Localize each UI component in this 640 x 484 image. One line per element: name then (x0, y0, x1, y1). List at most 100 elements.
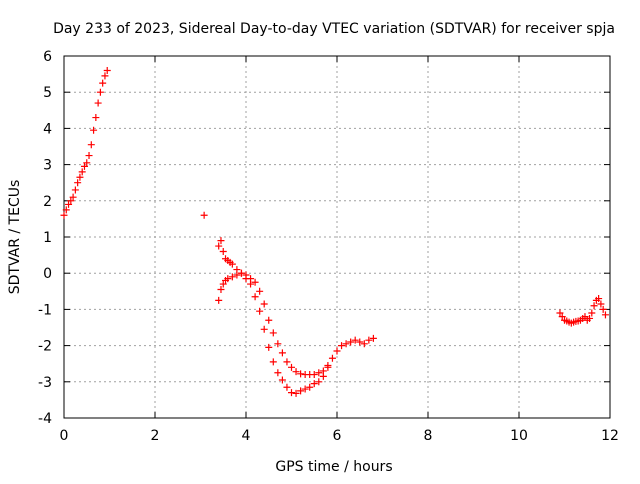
y-tick-label: 4 (43, 121, 52, 137)
data-point (342, 340, 350, 348)
data-point (99, 79, 107, 87)
data-point (333, 347, 341, 355)
data-point (251, 293, 259, 301)
data-point (315, 369, 323, 377)
data-point (96, 88, 104, 96)
data-point (256, 287, 264, 295)
y-tick-label: -2 (38, 339, 52, 355)
data-point (90, 126, 98, 134)
data-point (103, 66, 111, 74)
data-point (265, 316, 273, 324)
y-tick-label: 5 (43, 85, 52, 101)
data-point (292, 368, 300, 376)
data-points (60, 66, 609, 397)
data-point (71, 186, 79, 194)
chart-title: Day 233 of 2023, Sidereal Day-to-day VTE… (53, 21, 615, 37)
x-tick-label: 2 (151, 428, 160, 444)
series-segment (215, 269, 332, 397)
data-point (247, 280, 255, 288)
x-tick-label: 0 (60, 428, 69, 444)
data-point (200, 211, 208, 219)
data-point (69, 193, 77, 201)
series-segment (215, 237, 377, 379)
data-point (278, 376, 286, 384)
data-point (260, 300, 268, 308)
data-point (601, 311, 609, 319)
series-segment (556, 295, 609, 327)
x-tick-label: 10 (510, 428, 528, 444)
data-point (92, 114, 100, 122)
data-point (301, 385, 309, 393)
data-point (338, 342, 346, 350)
data-point (588, 309, 596, 317)
data-point (274, 340, 282, 348)
data-point (347, 338, 355, 346)
data-point (228, 273, 236, 281)
data-point (94, 99, 102, 107)
x-tick-label: 6 (333, 428, 342, 444)
data-point (356, 338, 364, 346)
data-point (297, 370, 305, 378)
data-point (310, 371, 318, 379)
y-axis-label: SDTVAR / TECUs (7, 180, 23, 295)
data-point (260, 325, 268, 333)
data-point (237, 269, 245, 277)
series-segment (60, 66, 111, 219)
data-point (65, 200, 73, 208)
data-point (581, 313, 589, 321)
data-point (595, 295, 603, 303)
data-point (233, 271, 241, 279)
data-point (324, 363, 332, 371)
data-point (265, 343, 273, 351)
data-point (215, 242, 223, 250)
data-point (306, 383, 314, 391)
data-point (217, 237, 225, 245)
x-tick-labels: 0 2 4 6 8 10 12 (60, 428, 619, 444)
data-point (251, 278, 259, 286)
data-point (599, 305, 607, 313)
data-point (78, 168, 86, 176)
data-point (278, 349, 286, 357)
data-point (269, 358, 277, 366)
data-point (217, 285, 225, 293)
data-point (597, 300, 605, 308)
data-point (228, 260, 236, 268)
y-tick-label: -1 (38, 302, 52, 318)
data-point (219, 247, 227, 255)
y-tick-label: -4 (38, 411, 52, 427)
data-point (85, 152, 93, 160)
data-point (76, 173, 84, 181)
axis-ticks (63, 55, 611, 419)
data-point (365, 336, 373, 344)
x-axis-label: GPS time / hours (275, 459, 392, 475)
y-tick-label: 0 (43, 266, 52, 282)
data-point (101, 72, 109, 80)
data-point (310, 380, 318, 388)
data-point (83, 159, 91, 167)
data-point (62, 206, 70, 214)
data-point (269, 329, 277, 337)
data-point (288, 363, 295, 371)
data-point (256, 307, 264, 315)
x-tick-label: 8 (424, 428, 433, 444)
data-point (219, 280, 227, 288)
x-tick-label: 4 (242, 428, 251, 444)
data-point (558, 313, 566, 321)
y-tick-label: 6 (43, 49, 52, 65)
data-point (351, 336, 359, 344)
data-point (315, 378, 323, 386)
data-point (274, 369, 282, 377)
data-point (215, 296, 223, 304)
data-point (80, 162, 88, 170)
data-point (590, 302, 598, 310)
y-tick-label: 1 (43, 230, 52, 246)
y-tick-label: 3 (43, 158, 52, 174)
data-point (60, 211, 68, 219)
grid-lines (64, 56, 610, 418)
data-point (283, 358, 291, 366)
data-point (74, 179, 82, 187)
series-segment (200, 211, 208, 219)
data-point (67, 197, 75, 205)
